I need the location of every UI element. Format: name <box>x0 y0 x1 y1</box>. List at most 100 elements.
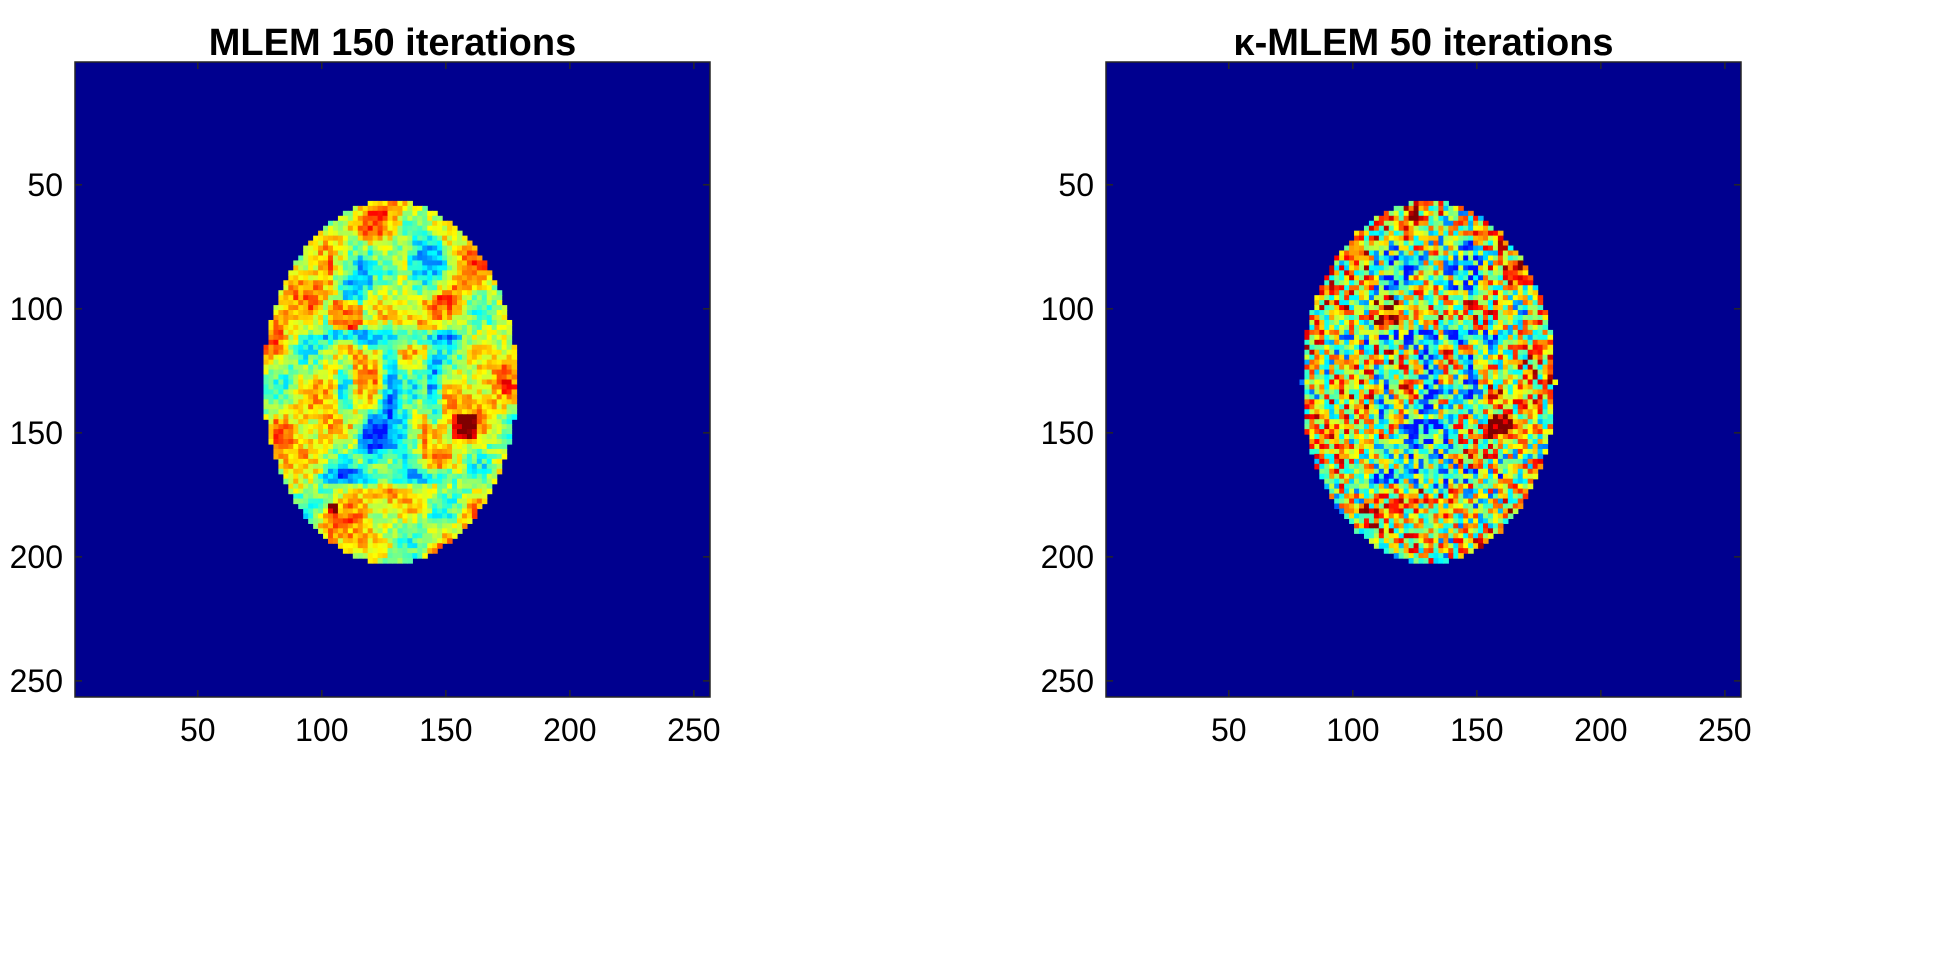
image-pixel <box>352 468 359 475</box>
image-pixel <box>1433 394 1439 400</box>
image-pixel <box>402 369 408 376</box>
image-pixel <box>273 399 279 405</box>
image-pixel <box>1339 414 1345 420</box>
image-pixel <box>1537 329 1544 336</box>
image-pixel <box>1468 275 1474 281</box>
image-pixel <box>1448 354 1454 361</box>
image-pixel <box>481 414 488 420</box>
image-pixel <box>377 369 384 376</box>
image-pixel <box>486 439 493 445</box>
image-pixel <box>1423 409 1430 415</box>
image-pixel <box>1527 419 1534 425</box>
image-pixel <box>452 250 458 257</box>
image-pixel <box>342 245 349 252</box>
image-pixel <box>461 429 468 435</box>
image-pixel <box>461 503 468 510</box>
image-pixel <box>1512 250 1519 257</box>
image-pixel <box>1438 424 1444 430</box>
image-pixel <box>352 324 359 331</box>
image-pixel <box>313 503 319 510</box>
image-pixel <box>407 280 413 286</box>
image-pixel <box>1319 315 1325 321</box>
image-pixel <box>328 523 334 529</box>
image-pixel <box>481 324 488 331</box>
image-pixel <box>437 295 443 301</box>
image-pixel <box>352 329 359 336</box>
image-pixel <box>442 285 448 291</box>
image-pixel <box>293 329 299 336</box>
image-pixel <box>1354 310 1360 316</box>
image-pixel <box>1438 265 1444 271</box>
image-pixel <box>377 468 384 475</box>
image-pixel <box>332 473 339 480</box>
image-pixel <box>313 255 319 262</box>
image-pixel <box>432 543 438 549</box>
image-pixel <box>1324 285 1330 291</box>
image-pixel <box>318 230 324 237</box>
image-pixel <box>1507 349 1514 356</box>
image-pixel <box>417 424 423 430</box>
image-pixel <box>447 424 453 430</box>
image-pixel <box>1502 280 1509 286</box>
image-pixel <box>1468 245 1474 252</box>
image-pixel <box>1507 270 1514 276</box>
image-pixel <box>452 488 458 495</box>
image-pixel <box>347 260 354 266</box>
image-pixel <box>1398 374 1405 381</box>
image-pixel <box>1443 434 1449 440</box>
image-pixel <box>1487 260 1494 266</box>
image-pixel <box>1497 280 1504 286</box>
image-pixel <box>412 369 418 376</box>
image-pixel <box>1448 339 1454 346</box>
image-pixel <box>1413 300 1420 306</box>
image-pixel <box>1408 275 1415 281</box>
image-pixel <box>392 483 399 490</box>
image-pixel <box>1319 414 1325 420</box>
image-pixel <box>471 458 478 465</box>
image-pixel <box>1453 364 1459 371</box>
image-pixel <box>392 235 399 242</box>
image-pixel <box>347 508 354 515</box>
image-pixel <box>432 369 438 376</box>
image-pixel <box>417 434 423 440</box>
image-pixel <box>1438 300 1444 306</box>
image-pixel <box>397 448 404 455</box>
image-pixel <box>501 384 508 391</box>
image-pixel <box>1532 424 1539 430</box>
image-pixel <box>337 538 344 544</box>
image-pixel <box>352 230 359 237</box>
image-pixel <box>352 478 359 485</box>
image-pixel <box>452 463 458 470</box>
image-pixel <box>456 305 463 311</box>
image-pixel <box>1398 379 1405 386</box>
image-pixel <box>1527 339 1534 346</box>
image-pixel <box>432 548 438 554</box>
image-pixel <box>313 434 319 440</box>
image-pixel <box>471 478 478 485</box>
image-pixel <box>452 265 458 271</box>
image-pixel <box>1423 220 1430 227</box>
image-pixel <box>1433 270 1439 276</box>
image-pixel <box>352 220 359 227</box>
image-pixel <box>1363 285 1370 291</box>
image-pixel <box>1478 404 1484 410</box>
image-pixel <box>318 424 324 430</box>
image-pixel <box>417 285 423 291</box>
image-pixel <box>1398 384 1405 391</box>
image-pixel <box>387 543 394 549</box>
image-pixel <box>506 319 513 326</box>
image-pixel <box>293 439 299 445</box>
image-pixel <box>491 434 498 440</box>
image-pixel <box>293 414 299 420</box>
image-pixel <box>402 290 408 296</box>
image-pixel <box>1492 295 1499 301</box>
image-pixel <box>417 300 423 306</box>
image-pixel <box>328 473 334 480</box>
image-pixel <box>402 473 408 480</box>
image-pixel <box>422 543 428 549</box>
image-pixel <box>1403 230 1410 237</box>
image-pixel <box>308 384 314 391</box>
image-pixel <box>1473 394 1479 400</box>
image-pixel <box>387 508 394 515</box>
image-pixel <box>1497 285 1504 291</box>
